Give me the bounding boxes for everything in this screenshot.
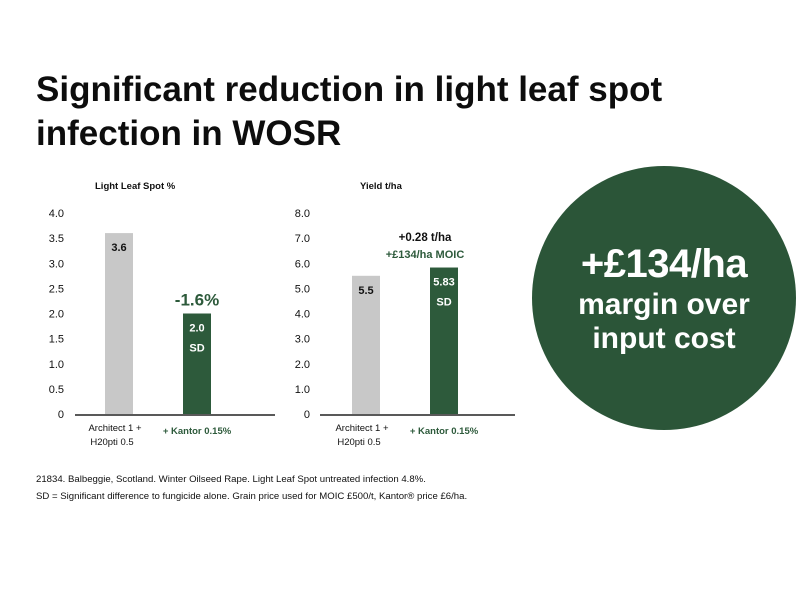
title-line-2: infection in WOSR: [36, 114, 342, 153]
yield-data-label-2: 5.83: [433, 277, 454, 289]
yield-ytick-label: 3.0: [295, 334, 310, 346]
lls-bar-2: [183, 313, 211, 414]
yield-sd-label: SD: [436, 297, 451, 309]
yield-bar-1: [352, 275, 380, 414]
lls-xtick-label-1a: Architect 1 +: [88, 423, 142, 434]
margin-label-line-2: input cost: [592, 322, 736, 355]
yield-data-label-1: 5.5: [358, 285, 373, 297]
yield-ytick-label: 5.0: [295, 283, 310, 295]
yield-ytick-label: 0: [304, 409, 310, 421]
lls-xtick-label-1b: H20pti 0.5: [90, 437, 133, 448]
margin-label-line-1: margin over: [578, 288, 750, 321]
yield-xtick-label-1b: H20pti 0.5: [337, 437, 380, 448]
margin-value: +£134/ha: [580, 242, 748, 286]
lls-ytick-label: 0.5: [49, 384, 64, 396]
yield-ytick-label: 1.0: [295, 384, 310, 396]
lls-ytick-label: 0: [58, 409, 64, 421]
lls-bar-1: [105, 233, 133, 414]
yield-gain-annotation: +0.28 t/ha: [399, 232, 452, 244]
yield-ytick-label: 7.0: [295, 233, 310, 245]
lls-data-label-2: 2.0: [189, 323, 204, 335]
lls-chart-title: Light Leaf Spot %: [95, 181, 176, 192]
yield-ytick-label: 4.0: [295, 309, 310, 321]
footnote-line-2: SD = Significant difference to fungicide…: [36, 491, 468, 502]
footnote-line-1: 21834. Balbeggie, Scotland. Winter Oilse…: [36, 474, 426, 485]
yield-chart-title: Yield t/ha: [360, 181, 403, 192]
margin-badge: +£134/ha margin over input cost: [532, 166, 796, 430]
lls-data-label-1: 3.6: [111, 242, 126, 254]
yield-xtick-label-1a: Architect 1 +: [335, 423, 389, 434]
yield-moic-annotation: +£134/ha MOIC: [386, 249, 465, 261]
yield-xtick-label-2: + Kantor 0.15%: [410, 426, 479, 437]
lls-ytick-label: 3.5: [49, 233, 64, 245]
lls-ytick-label: 1.5: [49, 334, 64, 346]
page-title: Significant reduction in light leaf spot…: [36, 68, 736, 156]
lls-xtick-label-2: + Kantor 0.15%: [163, 426, 232, 437]
yield-bar-2: [430, 267, 458, 414]
lls-ytick-label: 4.0: [49, 208, 64, 220]
lls-difference-annotation: -1.6%: [175, 291, 219, 310]
lls-ytick-label: 3.0: [49, 258, 64, 270]
lls-ytick-label: 1.0: [49, 359, 64, 371]
footnote: 21834. Balbeggie, Scotland. Winter Oilse…: [36, 471, 776, 505]
yield-ytick-label: 6.0: [295, 258, 310, 270]
title-line-1: Significant reduction in light leaf spot: [36, 70, 663, 109]
lls-sd-label: SD: [189, 343, 204, 355]
lls-ytick-label: 2.5: [49, 283, 64, 295]
yield-ytick-label: 8.0: [295, 208, 310, 220]
yield-ytick-label: 2.0: [295, 359, 310, 371]
lls-ytick-label: 2.0: [49, 309, 64, 321]
